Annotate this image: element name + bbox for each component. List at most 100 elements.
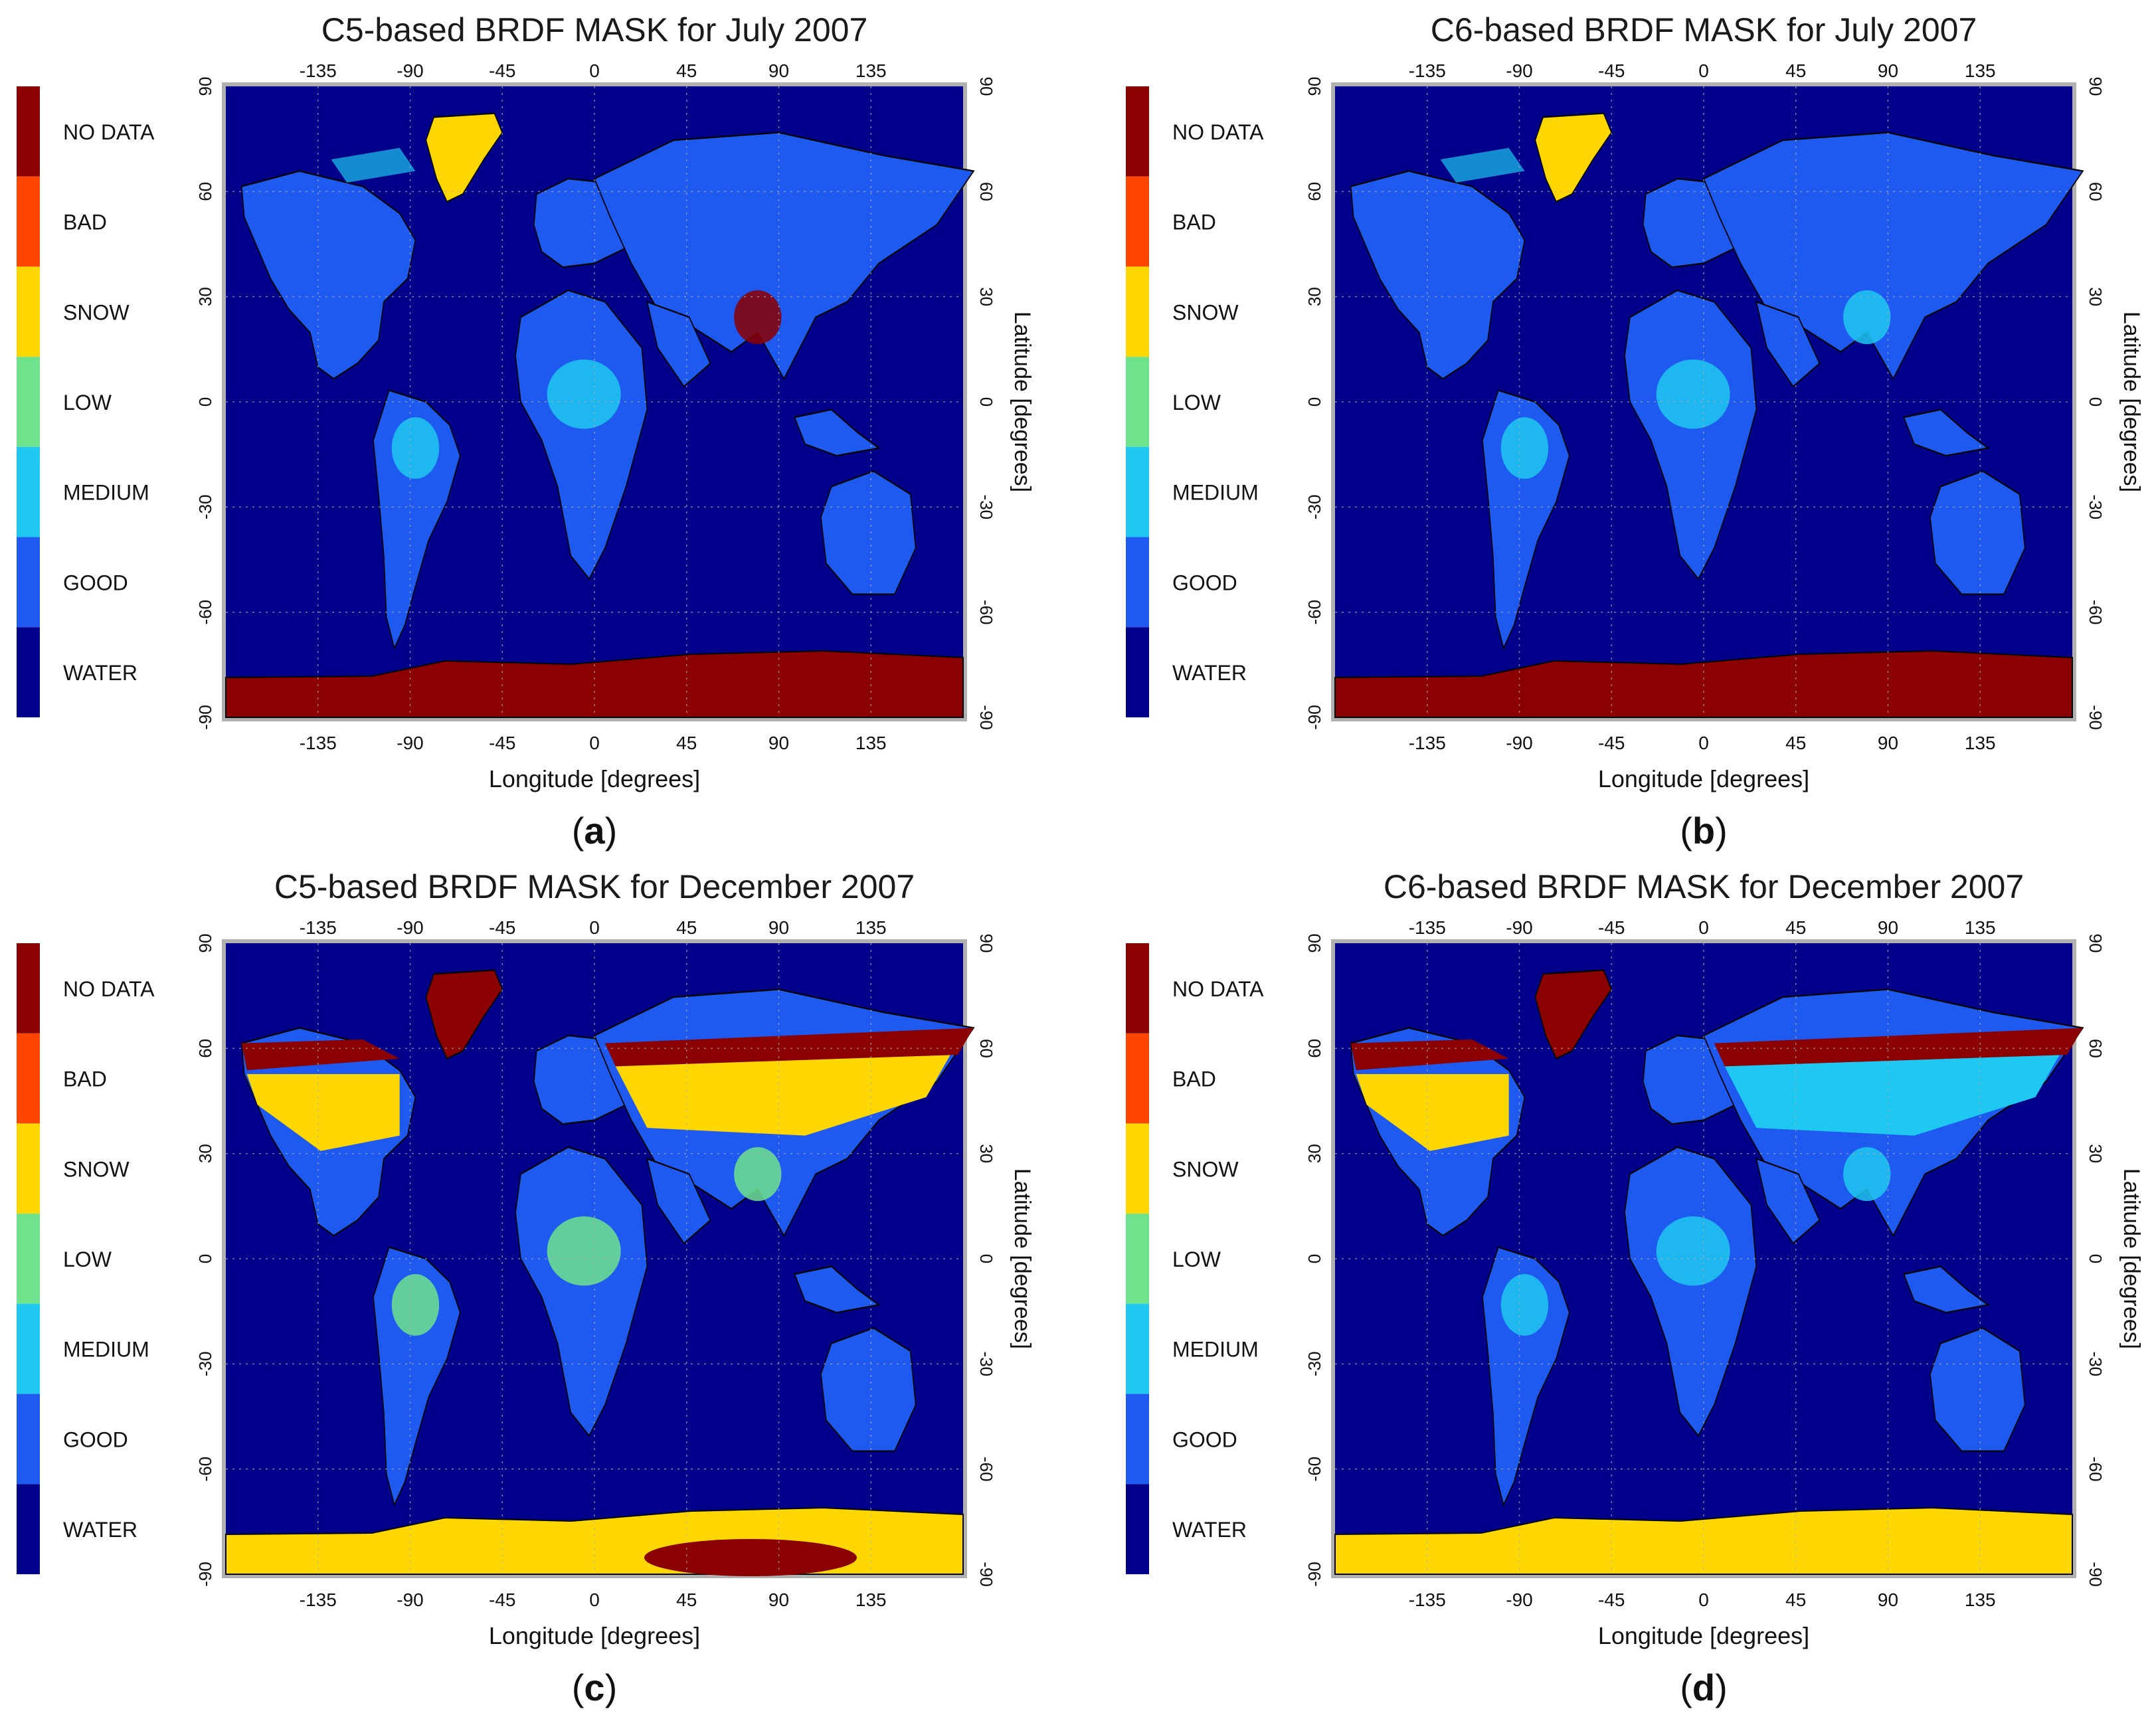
xtick-label-top: 90 bbox=[1878, 60, 1898, 81]
xtick-label-top: 45 bbox=[1785, 60, 1806, 81]
ytick-label-left: 60 bbox=[1304, 1039, 1324, 1058]
y-axis-label: Latitude [degrees] bbox=[2119, 1168, 2144, 1349]
overlay-arctic-islands bbox=[1440, 147, 1525, 183]
legend-label: MEDIUM bbox=[1172, 1338, 1259, 1362]
ytick-label-left: 30 bbox=[1304, 287, 1324, 306]
ytick-label-left: -60 bbox=[195, 1457, 215, 1482]
ytick-label-right: 60 bbox=[976, 1039, 996, 1058]
panel-d: C6-based BRDF MASK for December 2007 NO D… bbox=[1126, 868, 2144, 1708]
overlay-south-asia bbox=[734, 290, 782, 345]
legend-swatch-2 bbox=[17, 176, 40, 267]
xtick-label-top: -45 bbox=[489, 60, 515, 81]
legend-label: WATER bbox=[1172, 1518, 1247, 1542]
panel-label: (a) bbox=[572, 810, 617, 852]
ytick-label-left: 90 bbox=[1304, 934, 1324, 953]
overlay-eurasia-snow bbox=[1724, 1051, 2062, 1136]
y-axis-label: Latitude [degrees] bbox=[1010, 1168, 1035, 1349]
ytick-label-right: -60 bbox=[976, 600, 996, 625]
land bbox=[240, 969, 975, 1506]
legend-label: WATER bbox=[63, 661, 137, 685]
legend-label: GOOD bbox=[1172, 1427, 1237, 1451]
legend-label: BAD bbox=[1172, 1067, 1216, 1091]
ytick-label-left: -30 bbox=[1304, 1352, 1324, 1377]
map bbox=[1331, 82, 2084, 721]
xtick-label: 0 bbox=[1698, 1590, 1709, 1610]
x-axis-label: Longitude [degrees] bbox=[1598, 1622, 1809, 1649]
overlay-eurasia-nodata bbox=[604, 1028, 974, 1067]
overlay-arctic-islands bbox=[331, 147, 416, 183]
legend-swatch-2 bbox=[17, 1033, 40, 1124]
ytick-label-right: 30 bbox=[976, 1144, 996, 1163]
xtick-label-top: 135 bbox=[1965, 60, 1996, 81]
legend: NO DATA BAD SNOW LOW MEDIUM GOOD WATER bbox=[17, 943, 155, 1574]
ytick-label-right: 60 bbox=[2086, 182, 2106, 201]
ytick-label-right: 90 bbox=[2086, 934, 2106, 953]
panel-label: (c) bbox=[572, 1667, 617, 1708]
class-overlay bbox=[1440, 147, 1891, 479]
legend-label: NO DATA bbox=[63, 120, 155, 144]
legend-label: GOOD bbox=[63, 571, 128, 594]
ytick-label-right: -90 bbox=[976, 705, 996, 730]
xtick-label: -90 bbox=[397, 733, 423, 753]
xtick-label: 90 bbox=[768, 733, 789, 753]
legend-label: SNOW bbox=[1172, 300, 1239, 324]
land bbox=[1350, 112, 2084, 649]
ytick-label-right: 30 bbox=[2086, 287, 2106, 306]
panel-title: C6-based BRDF MASK for December 2007 bbox=[1384, 868, 2024, 905]
xtick-label: -90 bbox=[1506, 733, 1532, 753]
ytick-label-left: -30 bbox=[195, 495, 215, 520]
panel-label: (d) bbox=[1680, 1667, 1728, 1708]
legend-swatch-1 bbox=[1126, 943, 1149, 1034]
ytick-label-left: -60 bbox=[1304, 600, 1324, 625]
xtick-label: 135 bbox=[855, 1590, 887, 1610]
ytick-label-right: -30 bbox=[2086, 495, 2106, 520]
legend-swatch-3 bbox=[1126, 266, 1149, 357]
xtick-label-top: -90 bbox=[397, 917, 423, 938]
overlay-africa-tropic bbox=[547, 1216, 621, 1286]
legend-label: WATER bbox=[63, 1518, 137, 1542]
xtick-label-top: 90 bbox=[768, 917, 789, 938]
xtick-label: -135 bbox=[1409, 1590, 1446, 1610]
panel-title: C5-based BRDF MASK for July 2007 bbox=[321, 11, 868, 48]
ytick-label-right: -30 bbox=[2086, 1352, 2106, 1377]
legend-swatch-6 bbox=[1126, 537, 1149, 628]
xtick-label-top: -135 bbox=[1409, 917, 1446, 938]
xtick-label-top: 45 bbox=[676, 917, 697, 938]
legend-label: NO DATA bbox=[63, 977, 155, 1001]
ytick-label-right: -30 bbox=[976, 1352, 996, 1377]
xtick-label: 45 bbox=[676, 733, 697, 753]
legend-label: NO DATA bbox=[1172, 120, 1264, 144]
legend-swatch-2 bbox=[1126, 1033, 1149, 1124]
ytick-label-left: -90 bbox=[1304, 1562, 1324, 1587]
ytick-label-left: 0 bbox=[1304, 397, 1324, 407]
map bbox=[1331, 939, 2084, 1578]
ytick-label-right: -30 bbox=[976, 495, 996, 520]
gridlines bbox=[226, 86, 963, 717]
xtick-label: 90 bbox=[768, 1590, 789, 1610]
legend-swatch-4 bbox=[17, 357, 40, 447]
ytick-label-left: 60 bbox=[195, 1039, 215, 1058]
overlay-na-snow bbox=[1356, 1073, 1509, 1151]
legend-label: LOW bbox=[63, 1247, 112, 1271]
panel-label: (b) bbox=[1680, 810, 1728, 852]
legend-swatch-7 bbox=[1126, 1484, 1149, 1574]
xtick-label: -135 bbox=[300, 1590, 337, 1610]
ytick-label-left: 30 bbox=[195, 287, 215, 306]
y-axis-label: Latitude [degrees] bbox=[2119, 312, 2144, 492]
xtick-label: 135 bbox=[855, 733, 887, 753]
overlay-south-america-tropic bbox=[1500, 417, 1549, 479]
legend-swatch-1 bbox=[17, 86, 40, 177]
legend-swatch-6 bbox=[17, 1394, 40, 1485]
legend-swatch-3 bbox=[1126, 1123, 1149, 1214]
ytick-label-left: 60 bbox=[195, 182, 215, 201]
legend-label: SNOW bbox=[63, 1157, 130, 1181]
xtick-label: -45 bbox=[1598, 1590, 1625, 1610]
ytick-label-left: 90 bbox=[1304, 77, 1324, 96]
ytick-label-right: 90 bbox=[976, 77, 996, 96]
xtick-label-top: 135 bbox=[855, 60, 887, 81]
ytick-label-right: -90 bbox=[2086, 1562, 2106, 1587]
gridlines bbox=[1335, 943, 2072, 1574]
overlay-na-nodata bbox=[1350, 1039, 1509, 1071]
xtick-label: -90 bbox=[397, 1590, 423, 1610]
ytick-label-right: 0 bbox=[976, 1254, 996, 1263]
